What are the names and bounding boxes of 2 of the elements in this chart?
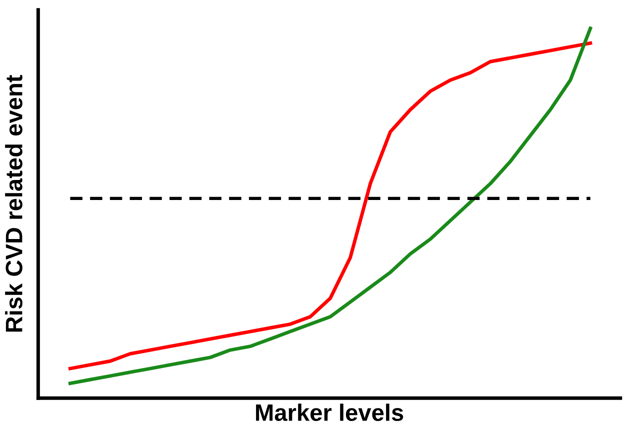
y-axis-title: Risk CVD related event bbox=[5, 75, 22, 332]
x-axis-title: Marker levels bbox=[256, 404, 404, 422]
